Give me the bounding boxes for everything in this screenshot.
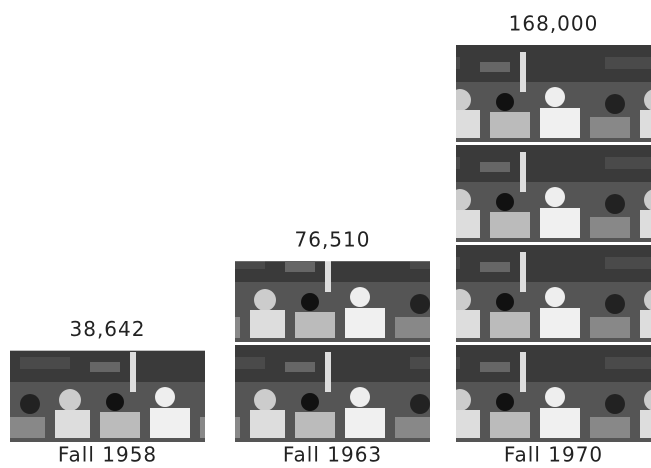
value-label: 38,642 (70, 317, 146, 341)
picture-bar (235, 261, 430, 442)
x-tick-label: Fall 1970 (504, 443, 603, 467)
picture-bar (10, 350, 205, 442)
value-label: 76,510 (295, 228, 371, 252)
x-tick-label: Fall 1958 (58, 443, 157, 467)
picture-bar (456, 45, 651, 442)
value-label: 168,000 (509, 12, 599, 36)
x-tick-label: Fall 1963 (283, 443, 382, 467)
